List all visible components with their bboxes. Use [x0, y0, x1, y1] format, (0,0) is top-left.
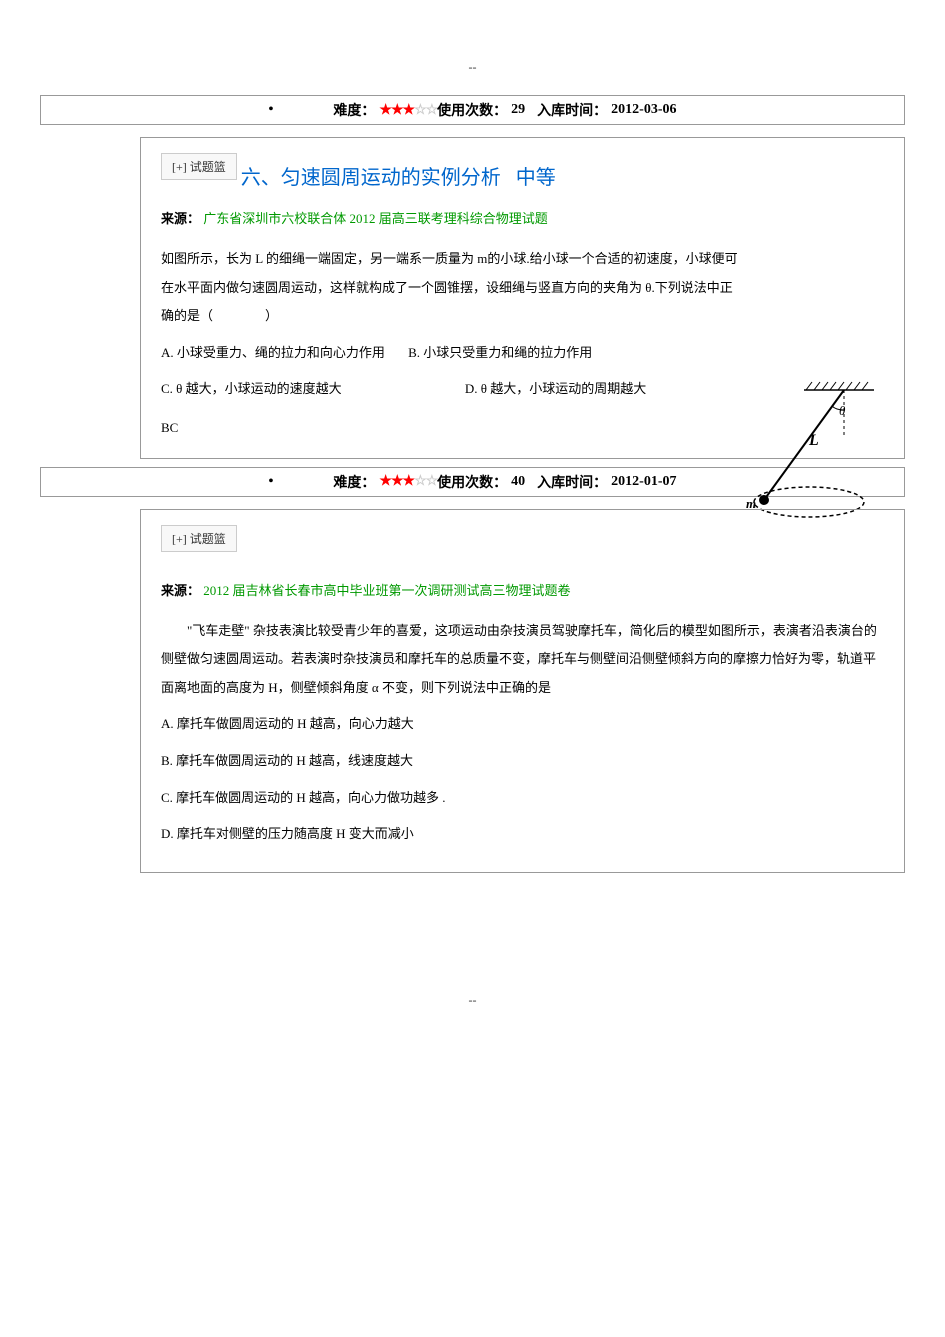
l-label: L [808, 432, 819, 449]
add-basket-button[interactable]: [+] 试题篮 [161, 153, 237, 180]
stars-empty: ☆☆ [414, 102, 437, 119]
usage-label: 使用次数： [437, 472, 507, 492]
cone-pendulum-diagram: θ L m [744, 380, 874, 525]
bullet-icon: • [269, 102, 274, 118]
date-value: 2012-01-07 [611, 474, 676, 490]
option-b: B. 摩托车做圆周运动的 H 越高，线速度越大 [161, 747, 884, 776]
source-line: 来源： 2012 届吉林省长春市高中毕业班第一次调研测试高三物理试题卷 [161, 580, 884, 599]
question-body: "飞车走壁" 杂技表演比较受青少年的喜爱，这项运动由杂技演员驾驶摩托车，简化后的… [161, 617, 884, 849]
source-text[interactable]: 广东省深圳市六校联合体 2012 届高三联考理科综合物理试题 [203, 211, 548, 226]
source-label: 来源： [161, 211, 200, 226]
source-text[interactable]: 2012 届吉林省长春市高中毕业班第一次调研测试高三物理试题卷 [203, 583, 570, 598]
page-marker-bottom: -- [40, 993, 905, 1008]
question-box-2: [+] 试题篮 来源： 2012 届吉林省长春市高中毕业班第一次调研测试高三物理… [140, 509, 905, 873]
bullet-icon: • [269, 474, 274, 490]
date-label: 入库时间： [537, 100, 607, 120]
difficulty-label: 难度： [333, 100, 375, 120]
option-b: B. 小球只受重力和绳的拉力作用 [408, 339, 592, 368]
usage-count: 29 [511, 102, 525, 118]
option-c: C. θ 越大，小球运动的速度越大 [161, 375, 342, 404]
usage-label: 使用次数： [437, 100, 507, 120]
option-a: A. 小球受重力、绳的拉力和向心力作用 [161, 339, 385, 368]
option-d: D. θ 越大，小球运动的周期越大 [465, 375, 646, 404]
difficulty-label: 难度： [333, 472, 375, 492]
source-label: 来源： [161, 583, 200, 598]
date-value: 2012-03-06 [611, 102, 676, 118]
page-marker-top: -- [40, 60, 905, 75]
theta-label: θ [839, 403, 846, 418]
question-body: 如图所示，长为 L 的细绳一端固定，另一端系一质量为 m的小球.给小球一个合适的… [161, 245, 884, 443]
topic-title[interactable]: 六、匀速圆周运动的实例分析 [241, 161, 501, 190]
add-basket-button[interactable]: [+] 试题篮 [161, 525, 237, 552]
question-stem: "飞车走壁" 杂技表演比较受青少年的喜爱，这项运动由杂技演员驾驶摩托车，简化后的… [161, 617, 884, 703]
date-label: 入库时间： [537, 472, 607, 492]
option-a: A. 摩托车做圆周运动的 H 越高，向心力越大 [161, 710, 884, 739]
option-d: D. 摩托车对侧壁的压力随高度 H 变大而减小 [161, 820, 884, 849]
usage-count: 40 [511, 474, 525, 490]
meta-bar-1: • 难度： ★★★ ☆☆ 使用次数： 29 入库时间： 2012-03-06 [40, 95, 905, 125]
option-c: C. 摩托车做圆周运动的 H 越高，向心力做功越多 . [161, 784, 884, 813]
question-box-1: [+] 试题篮 六、匀速圆周运动的实例分析 中等 来源： 广东省深圳市六校联合体… [140, 137, 905, 459]
topic-level: 中等 [516, 161, 556, 190]
source-line: 来源： 广东省深圳市六校联合体 2012 届高三联考理科综合物理试题 [161, 208, 884, 227]
stars-filled: ★★★ [379, 102, 414, 119]
stars-empty: ☆☆ [414, 473, 437, 490]
stars-filled: ★★★ [379, 473, 414, 490]
question-stem: 如图所示，长为 L 的细绳一端固定，另一端系一质量为 m的小球.给小球一个合适的… [161, 245, 884, 331]
